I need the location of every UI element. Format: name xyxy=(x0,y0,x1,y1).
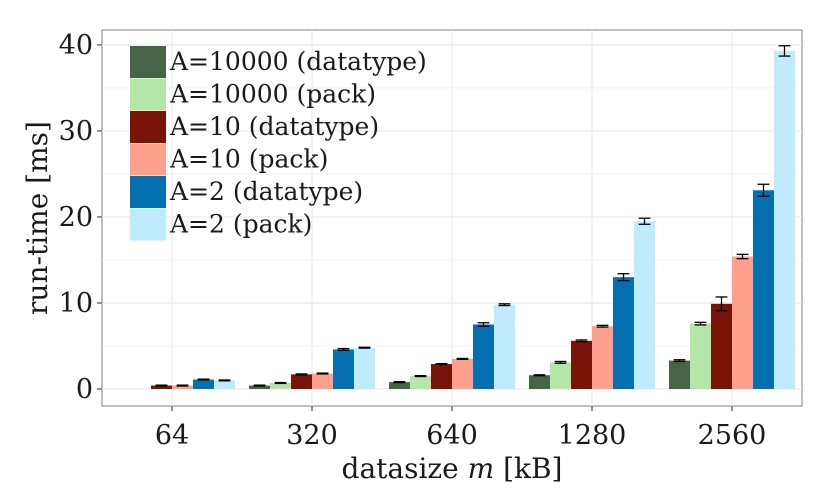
bar xyxy=(214,380,235,389)
bar xyxy=(354,347,375,389)
bar xyxy=(172,385,193,389)
legend-swatch xyxy=(130,143,166,176)
y-tick-label: 30 xyxy=(59,116,93,147)
legend-swatch xyxy=(130,208,166,241)
y-tick-label: 40 xyxy=(59,30,93,61)
bar xyxy=(571,340,592,389)
bar xyxy=(690,323,711,389)
x-tick-label: 640 xyxy=(426,420,478,451)
y-axis-title: run-time [ms] xyxy=(21,121,54,315)
legend-label: A=10000 (pack) xyxy=(169,80,376,109)
error-bars xyxy=(155,45,791,387)
bar xyxy=(529,375,550,389)
bars xyxy=(151,50,795,390)
legend-swatch xyxy=(130,176,166,208)
bar xyxy=(494,304,515,389)
x-axis-title-prefix: datasize xyxy=(342,452,468,485)
bar xyxy=(410,376,431,389)
bar xyxy=(473,324,494,389)
bar xyxy=(389,382,410,389)
bar xyxy=(333,349,354,389)
bar xyxy=(270,382,291,389)
x-tick-label: 320 xyxy=(286,420,338,451)
bar xyxy=(291,374,312,389)
bar xyxy=(753,190,774,389)
bar xyxy=(592,326,613,389)
x-axis: 64 320 640 1280 2560 xyxy=(155,406,767,451)
legend-swatch xyxy=(130,111,166,143)
bar xyxy=(732,256,753,389)
grid-lines xyxy=(102,30,802,406)
legend-label: A=10 (pack) xyxy=(169,145,328,174)
x-tick-label: 1280 xyxy=(558,420,627,451)
x-axis-title-suffix: [kB] xyxy=(494,452,562,485)
bar xyxy=(151,385,172,389)
y-tick-label: 20 xyxy=(59,202,93,233)
bar xyxy=(669,360,690,389)
y-axis: 0 10 20 30 40 xyxy=(59,30,102,405)
y-tick-label: 0 xyxy=(76,374,93,405)
legend-label: A=2 (datatype) xyxy=(169,177,363,206)
x-tick-label: 64 xyxy=(155,420,189,451)
x-axis-title: datasize m [kB] xyxy=(342,452,563,485)
bar xyxy=(774,50,795,390)
bar xyxy=(634,221,655,389)
x-tick-label: 2560 xyxy=(698,420,767,451)
x-axis-title-variable: m xyxy=(468,452,495,485)
bar xyxy=(312,373,333,389)
legend-label: A=10 (datatype) xyxy=(169,112,379,141)
bar xyxy=(193,379,214,389)
legend-swatch xyxy=(130,78,166,111)
legend-swatch xyxy=(130,46,166,78)
legend-label: A=2 (pack) xyxy=(169,210,312,239)
legend-label: A=10000 (datatype) xyxy=(169,47,427,76)
bar xyxy=(431,364,452,389)
bar xyxy=(613,277,634,389)
bar xyxy=(249,385,270,389)
bar xyxy=(452,358,473,389)
y-tick-label: 10 xyxy=(59,288,93,319)
bar xyxy=(550,362,571,389)
legend: A=10000 (datatype) A=10000 (pack) A=10 (da… xyxy=(130,46,427,241)
bar xyxy=(711,303,732,389)
